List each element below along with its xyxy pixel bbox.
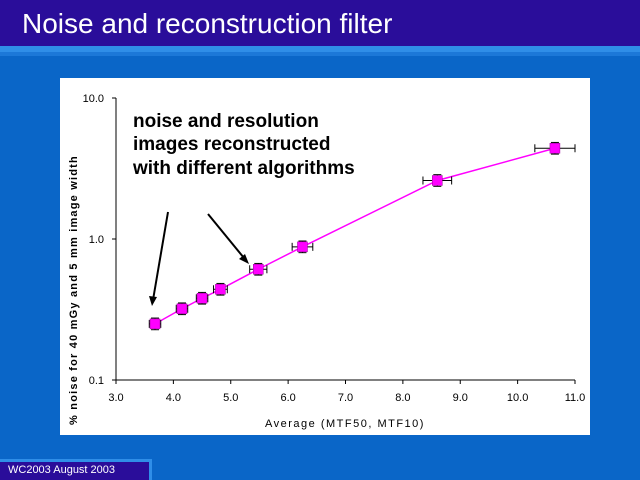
annotation: noise and resolution images reconstructe… bbox=[132, 111, 355, 179]
y-tick-label: 10.0 bbox=[83, 93, 104, 105]
slide-title: Noise and reconstruction filter bbox=[22, 8, 393, 39]
title-divider bbox=[0, 46, 640, 52]
annotation-arrow-right bbox=[207, 213, 245, 259]
data-point bbox=[196, 293, 208, 304]
footer-box: WC2003 August 2003 bbox=[0, 459, 152, 480]
x-tick-label: 5.0 bbox=[223, 392, 238, 404]
footer-text: WC2003 August 2003 bbox=[8, 464, 116, 476]
x-tick-label: 3.0 bbox=[108, 392, 123, 404]
noise-chart: 3.0 4.0 5.0 6.0 7.0 8.0 9.0 10.0 11.00.11.010.0 … bbox=[68, 93, 586, 430]
annotation-arrow-left bbox=[152, 211, 169, 301]
x-tick-label: 7.0 bbox=[338, 392, 353, 404]
y-tick-label: 0.1 bbox=[89, 375, 104, 387]
annotation-line-1: noise and resolution bbox=[133, 111, 319, 132]
data-point bbox=[297, 241, 308, 253]
y-axis-label: % noise for 40 mGy and 5 mm image width bbox=[68, 155, 80, 425]
x-tick-label: 4.0 bbox=[166, 392, 181, 404]
annotation-arrowhead-right bbox=[239, 254, 249, 264]
x-tick-label: 6.0 bbox=[280, 392, 295, 404]
axis-ticks: 3.0 4.0 5.0 6.0 7.0 8.0 9.0 10.0 11.0 0.1 1.0 10.0 bbox=[83, 93, 586, 404]
annotation-arrows bbox=[149, 211, 249, 306]
x-axis-label: Average (MTF50, MTF10) bbox=[265, 418, 425, 430]
annotation-arrowhead-left bbox=[149, 296, 157, 306]
data-point bbox=[176, 303, 188, 315]
x-tick-label: 8.0 bbox=[395, 392, 410, 404]
data-series bbox=[148, 141, 576, 331]
data-point bbox=[432, 175, 443, 186]
annotation-line-2: images reconstructed bbox=[133, 134, 330, 155]
data-point bbox=[549, 143, 561, 154]
data-point bbox=[253, 264, 264, 275]
title-bar bbox=[0, 0, 640, 46]
data-point bbox=[149, 318, 161, 330]
x-tick-label: 9.0 bbox=[453, 392, 468, 404]
y-tick-label: 1.0 bbox=[89, 234, 104, 246]
annotation-line-3: with different algorithms bbox=[132, 158, 355, 179]
title-divider-lower bbox=[0, 52, 640, 56]
data-point bbox=[215, 284, 226, 295]
x-tick-label: 11.0 bbox=[565, 392, 586, 404]
x-tick-label: 10.0 bbox=[507, 392, 528, 404]
chart-panel: 3.0 4.0 5.0 6.0 7.0 8.0 9.0 10.0 11.0 0.1 1.0 10.0 … bbox=[60, 78, 590, 435]
